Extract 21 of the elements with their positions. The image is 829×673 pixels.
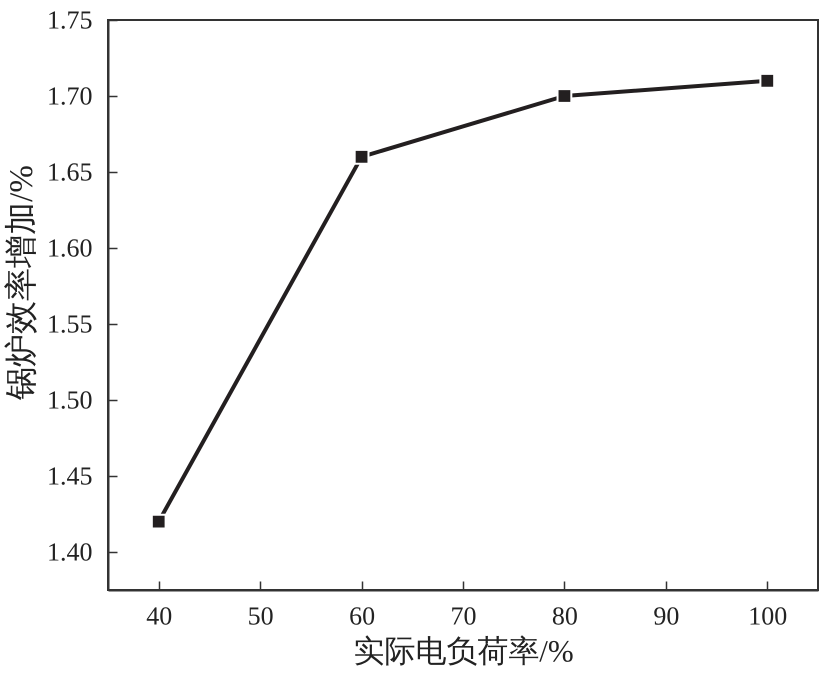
x-axis-title: 实际电负荷率/% <box>353 634 574 668</box>
y-tick-label: 1.45 <box>47 462 92 490</box>
y-tick-label: 1.65 <box>47 158 92 186</box>
x-tick-label: 90 <box>653 602 680 630</box>
x-tick-label: 100 <box>748 602 788 630</box>
x-tick-label: 70 <box>450 602 476 630</box>
y-tick-label: 1.40 <box>47 538 92 566</box>
point <box>354 148 370 165</box>
x-tick-label: 80 <box>552 602 578 630</box>
y-tick-label: 1.50 <box>47 386 92 414</box>
y-tick-label: 1.60 <box>47 234 92 262</box>
point <box>556 88 572 104</box>
x-tick-label: 50 <box>248 602 274 630</box>
point <box>759 72 776 89</box>
point <box>150 514 167 530</box>
y-tick-label: 1.55 <box>47 310 92 338</box>
y-tick-label: 1.70 <box>47 82 92 110</box>
x-tick-label: 40 <box>146 602 172 630</box>
y-tick-label: 1.75 <box>47 6 92 34</box>
x-tick-label: 60 <box>349 602 376 630</box>
y-axis-title: 锅炉效率增加/% <box>4 165 40 401</box>
